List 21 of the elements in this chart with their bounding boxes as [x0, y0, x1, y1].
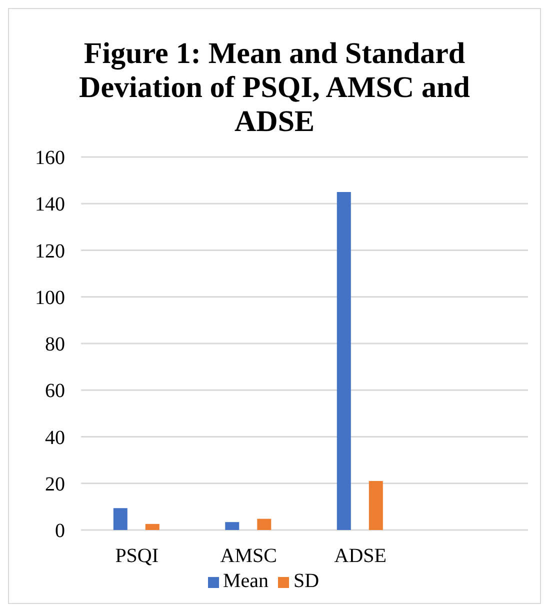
x-tick-label: PSQI [115, 545, 159, 568]
bar [225, 522, 240, 530]
bar [368, 481, 383, 530]
y-tick-label: 20 [45, 473, 65, 496]
x-tick-label: ADSE [334, 545, 386, 568]
legend-label: Mean [222, 570, 268, 592]
legend-label: SD [293, 570, 320, 592]
y-tick-label: 0 [55, 520, 65, 542]
y-tick-label: 140 [35, 194, 65, 216]
bar [145, 524, 160, 530]
y-tick-label: 60 [45, 380, 65, 402]
y-tick-label: 100 [35, 286, 65, 309]
bar [257, 518, 272, 530]
y-tick-label: 40 [45, 426, 65, 449]
bar [113, 508, 128, 530]
y-tick-label: 120 [35, 240, 65, 262]
chart-title: Figure 1: Mean and Standard Deviation of PSQI, AMSC and ADSE [78, 36, 471, 139]
y-tick-label: 160 [35, 147, 65, 170]
x-tick-label: AMSC [220, 545, 277, 568]
bar [336, 192, 351, 530]
y-tick-label: 80 [45, 334, 65, 356]
